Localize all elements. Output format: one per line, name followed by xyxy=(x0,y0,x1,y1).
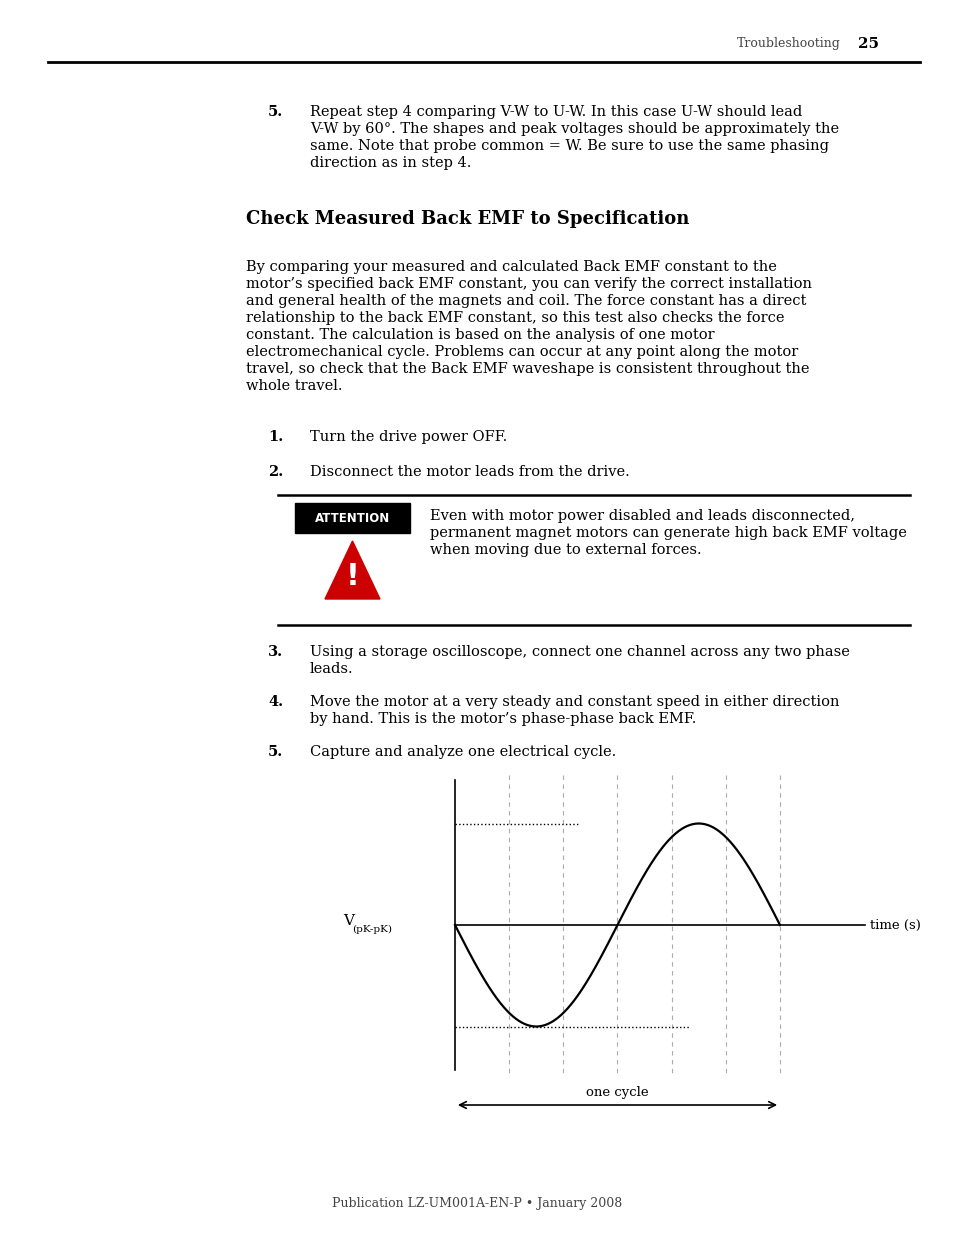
Text: 5.: 5. xyxy=(268,105,283,119)
Text: 3.: 3. xyxy=(268,645,283,659)
Polygon shape xyxy=(325,541,379,599)
Text: Move the motor at a very steady and constant speed in either direction: Move the motor at a very steady and cons… xyxy=(310,695,839,709)
Text: 4.: 4. xyxy=(268,695,283,709)
Text: direction as in step 4.: direction as in step 4. xyxy=(310,156,471,170)
Text: relationship to the back EMF constant, so this test also checks the force: relationship to the back EMF constant, s… xyxy=(246,311,783,325)
Text: Turn the drive power OFF.: Turn the drive power OFF. xyxy=(310,430,507,445)
Text: V-W by 60°. The shapes and peak voltages should be approximately the: V-W by 60°. The shapes and peak voltages… xyxy=(310,122,839,136)
Text: 2.: 2. xyxy=(268,466,283,479)
Text: Check Measured Back EMF to Specification: Check Measured Back EMF to Specification xyxy=(246,210,689,228)
Text: ATTENTION: ATTENTION xyxy=(314,511,390,525)
Text: Repeat step 4 comparing V-W to U-W. In this case U-W should lead: Repeat step 4 comparing V-W to U-W. In t… xyxy=(310,105,801,119)
Text: Disconnect the motor leads from the drive.: Disconnect the motor leads from the driv… xyxy=(310,466,629,479)
Text: Using a storage oscilloscope, connect one channel across any two phase: Using a storage oscilloscope, connect on… xyxy=(310,645,849,659)
Text: V: V xyxy=(343,914,354,927)
Text: by hand. This is the motor’s phase-phase back EMF.: by hand. This is the motor’s phase-phase… xyxy=(310,713,696,726)
Text: leads.: leads. xyxy=(310,662,354,676)
Text: Troubleshooting: Troubleshooting xyxy=(737,37,840,51)
Text: 1.: 1. xyxy=(268,430,283,445)
Text: Capture and analyze one electrical cycle.: Capture and analyze one electrical cycle… xyxy=(310,745,616,760)
Text: and general health of the magnets and coil. The force constant has a direct: and general health of the magnets and co… xyxy=(246,294,805,308)
Text: constant. The calculation is based on the analysis of one motor: constant. The calculation is based on th… xyxy=(246,329,714,342)
Text: (pK-pK): (pK-pK) xyxy=(352,925,392,934)
Text: one cycle: one cycle xyxy=(585,1086,648,1099)
Text: Even with motor power disabled and leads disconnected,: Even with motor power disabled and leads… xyxy=(430,509,854,522)
Text: whole travel.: whole travel. xyxy=(246,379,342,393)
Text: !: ! xyxy=(345,562,359,592)
Text: when moving due to external forces.: when moving due to external forces. xyxy=(430,543,700,557)
Text: 25: 25 xyxy=(857,37,878,51)
Bar xyxy=(294,503,410,534)
Text: travel, so check that the Back EMF waveshape is consistent throughout the: travel, so check that the Back EMF waves… xyxy=(246,362,809,375)
Text: motor’s specified back EMF constant, you can verify the correct installation: motor’s specified back EMF constant, you… xyxy=(246,277,811,291)
Text: Publication LZ-UM001A-EN-P • January 2008: Publication LZ-UM001A-EN-P • January 200… xyxy=(332,1197,621,1210)
Text: same. Note that probe common = W. Be sure to use the same phasing: same. Note that probe common = W. Be sur… xyxy=(310,140,828,153)
Text: permanent magnet motors can generate high back EMF voltage: permanent magnet motors can generate hig… xyxy=(430,526,906,540)
Text: electromechanical cycle. Problems can occur at any point along the motor: electromechanical cycle. Problems can oc… xyxy=(246,345,798,359)
Text: 5.: 5. xyxy=(268,745,283,760)
Text: time (s): time (s) xyxy=(869,919,920,931)
Text: By comparing your measured and calculated Back EMF constant to the: By comparing your measured and calculate… xyxy=(246,261,776,274)
